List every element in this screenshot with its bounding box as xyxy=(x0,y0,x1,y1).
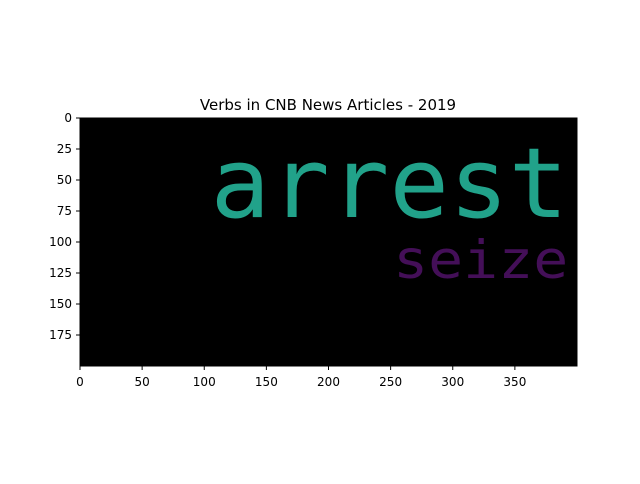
x-tick-label: 300 xyxy=(441,375,464,389)
y-tick-label: 75 xyxy=(57,204,72,218)
x-tick-label: 200 xyxy=(317,375,340,389)
x-tick-label: 250 xyxy=(379,375,402,389)
x-tick-label: 150 xyxy=(255,375,278,389)
y-tick-label: 125 xyxy=(49,266,72,280)
y-tick-label: 150 xyxy=(49,297,72,311)
x-tick-label: 0 xyxy=(76,375,84,389)
y-tick-label: 100 xyxy=(49,235,72,249)
plot-area xyxy=(79,117,578,367)
y-tick-label: 175 xyxy=(49,328,72,342)
y-tick-label: 25 xyxy=(57,142,72,156)
chart-title: Verbs in CNB News Articles - 2019 xyxy=(200,96,456,114)
x-tick-label: 50 xyxy=(134,375,149,389)
x-tick-label: 350 xyxy=(503,375,526,389)
y-tick-label: 50 xyxy=(57,173,72,187)
word-seize: seize xyxy=(393,231,568,291)
x-tick-label: 100 xyxy=(193,375,216,389)
y-tick-label: 0 xyxy=(64,111,72,125)
word-arrest: arrest xyxy=(210,127,568,240)
